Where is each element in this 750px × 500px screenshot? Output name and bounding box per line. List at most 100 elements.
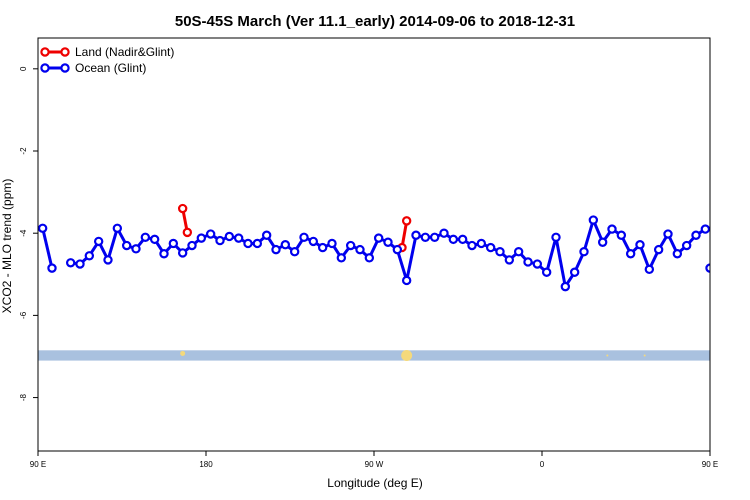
data-point [672,249,683,259]
y-tick-label: -8 [19,393,28,401]
data-point [541,267,552,277]
data-point [607,224,617,234]
data-point [616,230,627,240]
data-point [187,240,197,251]
data-point [364,253,375,263]
data-point [579,246,589,257]
data-point [383,237,393,247]
data-point [159,249,169,259]
data-point [93,236,104,247]
x-axis: 90 E 180 90 W 0 90 E [30,451,718,469]
legend-marker [60,47,70,57]
data-point [625,249,636,259]
data-point [149,234,160,245]
data-point [177,203,188,214]
land-fraction-band [38,350,710,361]
data-point [560,281,571,292]
data-point [401,216,412,226]
data-point [635,240,645,250]
x-axis-label: Longitude (deg E) [327,476,422,490]
data-point [411,230,421,240]
data-point [513,246,524,257]
series-1 [38,215,750,292]
series-layer [38,203,750,292]
x-tick-label: 90 W [365,460,384,469]
data-point [705,263,710,273]
data-point [308,236,319,247]
y-axis-label: XCO2 - MLO trend (ppm) [0,179,14,314]
data-point [681,240,692,251]
data-point [373,233,384,243]
series-line [41,227,54,269]
data-point [691,230,701,240]
y-tick-label: -2 [19,147,28,155]
legend-marker [60,63,70,73]
data-point [504,255,515,265]
data-point [271,244,281,255]
data-point [140,232,151,243]
band-marker [402,351,411,360]
data-point [182,227,193,238]
data-point [205,229,216,239]
data-point [439,228,449,238]
band-marker [180,350,186,356]
data-point [168,238,179,249]
data-point [429,232,440,243]
band-markers [180,349,646,361]
data-point [523,257,533,267]
data-point [65,258,76,268]
data-point [663,229,673,239]
y-axis: 0 -2 -4 -6 -8 [19,66,38,401]
data-point [495,246,505,257]
data-point [38,223,48,233]
data-point [744,238,750,245]
band-marker [606,354,609,357]
series-0 [177,203,412,253]
data-point [84,251,95,261]
data-point [243,238,253,249]
chart-title: 50S-45S March (Ver 11.1_early) 2014-09-0… [175,13,575,30]
y-tick-label: -6 [19,311,28,319]
data-point [233,233,244,243]
data-point [532,259,543,269]
data-point [653,244,664,255]
x-tick-label: 0 [540,460,545,469]
data-point [289,246,300,257]
legend-marker [40,47,50,57]
data-point [280,240,291,250]
plot-area [37,37,750,452]
data-point [420,232,431,243]
data-point [551,232,561,243]
data-point [569,267,580,277]
data-point [700,224,710,234]
data-point [716,259,723,266]
data-point [131,244,141,254]
x-tick-label: 180 [199,460,213,469]
data-point [224,231,235,242]
x-tick-label: 90 E [30,460,46,469]
data-point [299,232,309,243]
series-line [709,266,710,269]
data-point [644,264,655,275]
y-tick-label: 0 [19,66,28,71]
data-point [215,235,225,246]
data-point [392,244,403,255]
data-point [47,263,57,273]
legend-label: Land (Nadir&Glint) [75,45,174,59]
data-point [252,238,263,249]
data-point [401,275,412,286]
data-point [336,253,347,263]
data-point [317,242,328,253]
band-marker [643,354,646,357]
data-point [476,238,487,249]
legend-label: Ocean (Glint) [75,61,146,75]
data-point [467,240,477,251]
data-point [457,234,468,245]
data-point [261,230,272,240]
data-point [345,240,356,251]
data-point [725,260,732,267]
data-point [597,237,608,247]
data-point [588,215,599,225]
data-point [121,240,132,251]
